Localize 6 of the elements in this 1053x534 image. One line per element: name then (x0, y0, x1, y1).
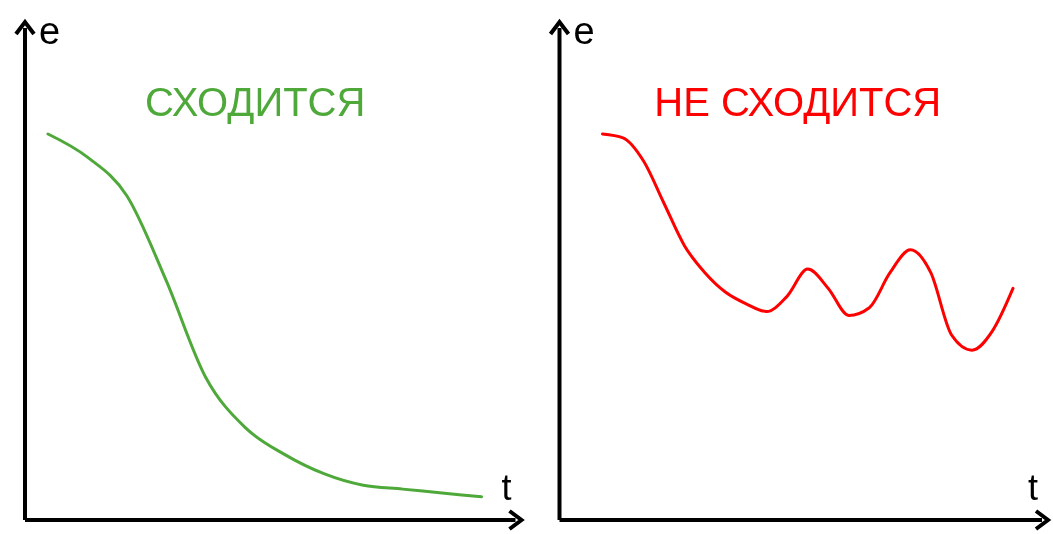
chart-title: СХОДИТСЯ (145, 80, 366, 124)
chart-title: НЕ СХОДИТСЯ (654, 80, 942, 124)
y-axis-title: e (573, 10, 595, 52)
x-axis-title: t (1028, 467, 1039, 508)
x-axis-title: t (501, 467, 512, 508)
y-axis-title: e (39, 10, 61, 52)
